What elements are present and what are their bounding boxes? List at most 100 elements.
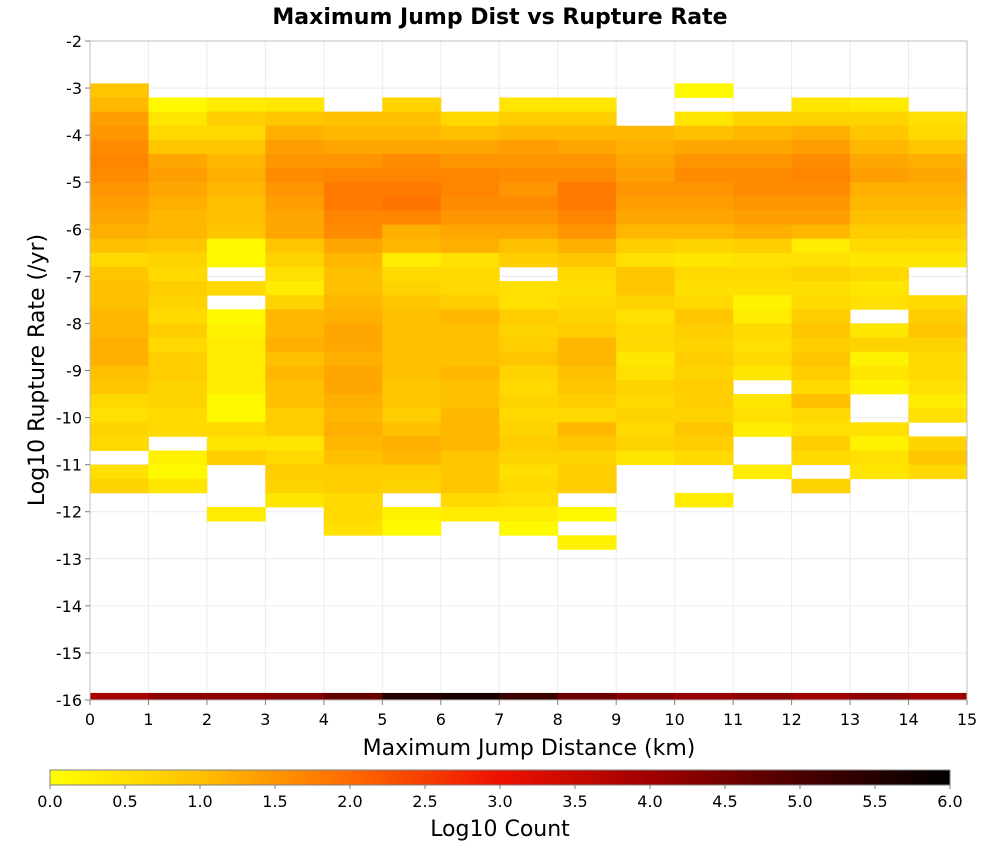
colorbar-tick-label: 0.0 xyxy=(37,792,62,811)
heatmap-cell xyxy=(323,323,383,338)
heatmap-cell xyxy=(908,379,968,395)
heatmap-cell xyxy=(206,408,266,423)
x-tick-label: 7 xyxy=(494,710,504,729)
heatmap-cell xyxy=(733,394,792,409)
y-tick-label: -2 xyxy=(66,32,82,51)
heatmap-cell xyxy=(440,422,500,437)
heatmap-cell xyxy=(323,125,383,141)
heatmap-cell xyxy=(206,111,266,127)
baseline-band-cell xyxy=(90,692,149,700)
heatmap-cell xyxy=(616,168,676,183)
heatmap-cell xyxy=(90,168,149,183)
heatmap-cell xyxy=(90,464,149,480)
heatmap-cell xyxy=(206,182,266,197)
heatmap-cell xyxy=(674,492,734,508)
heatmap-cell xyxy=(382,182,442,197)
heatmap-cell xyxy=(791,139,851,155)
heatmap-cell xyxy=(557,365,617,381)
heatmap-cell xyxy=(265,196,325,211)
heatmap-cell xyxy=(850,365,909,381)
heatmap-cell xyxy=(148,464,208,480)
heatmap-cell xyxy=(616,408,676,423)
heatmap-cell xyxy=(382,97,442,113)
heatmap-cell xyxy=(265,450,325,466)
heatmap-cell xyxy=(850,196,909,211)
heatmap-cell xyxy=(440,153,500,169)
x-tick-label: 8 xyxy=(553,710,563,729)
heatmap-cell xyxy=(440,252,500,268)
heatmap-cell xyxy=(382,507,442,522)
heatmap-cell xyxy=(90,337,149,353)
heatmap-cell xyxy=(733,252,792,268)
heatmap-cell xyxy=(499,323,559,338)
colorbar-tick-label: 2.0 xyxy=(337,792,362,811)
heatmap-cell xyxy=(206,422,266,437)
x-tick-label: 1 xyxy=(143,710,153,729)
heatmap-cell xyxy=(557,153,617,169)
heatmap-cell xyxy=(323,450,383,466)
x-tick-label: 6 xyxy=(436,710,446,729)
heatmap-cell xyxy=(557,97,617,113)
heatmap-cell xyxy=(557,252,617,268)
heatmap-cell xyxy=(382,379,442,395)
heatmap-cell xyxy=(499,196,559,211)
heatmap-cell xyxy=(908,408,968,423)
heatmap-cell xyxy=(265,97,325,113)
heatmap-cell xyxy=(791,238,851,254)
heatmap-cell xyxy=(206,210,266,225)
y-tick-label: -10 xyxy=(56,409,82,428)
x-tick-label: 5 xyxy=(377,710,387,729)
heatmap-cell xyxy=(90,97,149,113)
heatmap-cell xyxy=(148,224,208,240)
heatmap-cell xyxy=(148,351,208,367)
heatmap-cell xyxy=(499,478,559,494)
heatmap-cell xyxy=(557,281,617,296)
heatmap-cell xyxy=(791,394,851,409)
heatmap-cell xyxy=(323,521,383,536)
heatmap-cell xyxy=(148,168,208,183)
heatmap-cell xyxy=(674,182,734,197)
heatmap-cell xyxy=(323,295,383,310)
y-tick-label: -5 xyxy=(66,173,82,192)
heatmap-cell xyxy=(148,97,208,113)
heatmap-cell xyxy=(499,351,559,367)
heatmap-cell xyxy=(323,351,383,367)
heatmap-cell xyxy=(382,111,442,127)
heatmap-cell xyxy=(206,351,266,367)
heatmap-cell xyxy=(733,111,792,127)
heatmap-cell xyxy=(616,238,676,254)
x-tick-label: 4 xyxy=(319,710,329,729)
baseline-band-cell xyxy=(557,692,617,700)
heatmap-cell xyxy=(908,252,968,268)
heatmap-cell xyxy=(382,224,442,240)
heatmap-cell xyxy=(206,281,266,296)
baseline-band-cell xyxy=(148,692,208,700)
heatmap-cell xyxy=(440,436,500,451)
heatmap-cell xyxy=(206,379,266,395)
baseline-band-cell xyxy=(791,692,851,700)
heatmap-cell xyxy=(791,351,851,367)
heatmap-cell xyxy=(674,266,734,282)
colorbar xyxy=(49,769,951,786)
y-tick-label: -6 xyxy=(66,220,82,239)
heatmap-cell xyxy=(265,337,325,353)
heatmap-cell xyxy=(90,281,149,296)
y-tick-label: -11 xyxy=(56,456,82,475)
x-tick-label: 2 xyxy=(202,710,212,729)
heatmap-cell xyxy=(674,252,734,268)
heatmap-cell xyxy=(382,196,442,211)
heatmap-cell xyxy=(90,323,149,338)
baseline-band-cell xyxy=(674,692,734,700)
y-tick-label: -15 xyxy=(56,644,82,663)
heatmap-cell xyxy=(733,408,792,423)
x-axis-title: Maximum Jump Distance (km) xyxy=(363,736,696,761)
heatmap-cell xyxy=(265,492,325,508)
heatmap-cell xyxy=(733,168,792,183)
heatmap-cell xyxy=(557,422,617,437)
heatmap-cell xyxy=(440,365,500,381)
heatmap-cell xyxy=(908,295,968,310)
heatmap-cell xyxy=(616,139,676,155)
heatmap-cell xyxy=(440,450,500,466)
heatmap-cell xyxy=(206,337,266,353)
